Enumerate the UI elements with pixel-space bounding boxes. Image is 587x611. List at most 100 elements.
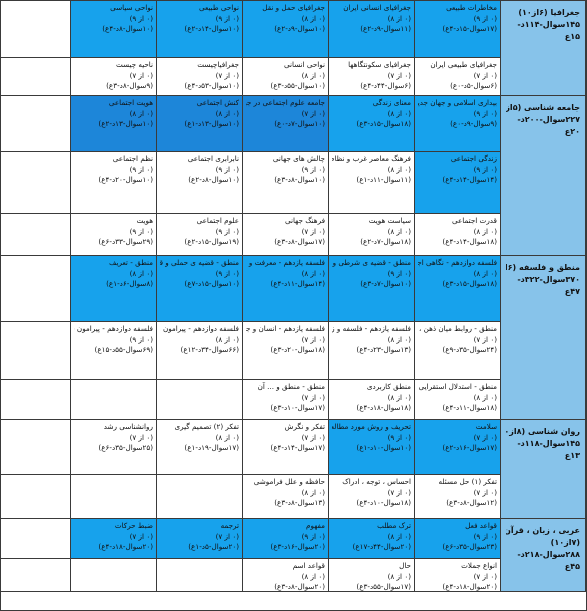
topic-line: (۹سوال-۸د-۳ع) xyxy=(106,81,153,90)
topic-cell[interactable]: تفکر (۲) تصمیم گیری (۰ از ۸) (۱۷سوال-۱۹د-۱… xyxy=(156,419,243,475)
topic-line: (۱۸سوال-۷د-۲ع) xyxy=(360,237,411,246)
topic-line: (۲۰سوال-۱۸د-۴ع) xyxy=(98,542,153,551)
topic-cell[interactable]: جغرافیای حمل و نقل (۰ از ۸) (۱۰سوال-۹د-۲ع) xyxy=(242,0,329,58)
topic-cell[interactable]: بیداری اسلامی و جهان جدید (۰ از ۹) (۹سوال-… xyxy=(414,95,501,152)
topic-cell[interactable]: چالش های جهانی (۰ از ۹) (۱۰سوال-۸د-۳ع) xyxy=(242,151,329,214)
topic-line: (۰ از ۸) xyxy=(387,334,411,344)
topic-cell[interactable]: جامعه علوم اجتماعی در جهان اسلام(۰ از ۷)… xyxy=(242,95,329,152)
topic-cell[interactable]: جغرافیاچیست (۰ از ۷) (۱۰سوال-۵۳د-۴ع) xyxy=(156,57,243,96)
topic-line: جغرافیای طبیعی ایران xyxy=(430,60,497,69)
topic-line: بیداری اسلامی و جهان جدید xyxy=(418,98,497,107)
topic-cell[interactable]: فلسفه یازدهم - معرفت و شناخت(۰ از ۸)(۱۴س… xyxy=(242,255,329,322)
topic-cell[interactable]: حال (۰ از ۸) (۱۷سوال-۵۵د-۳ع) xyxy=(328,558,415,592)
subject-header-line: ۲۸۸سوال-۲۱۸د- xyxy=(517,550,580,559)
topic-line: (۰ از ۹) xyxy=(473,108,497,118)
topic-cell[interactable]: مفهوم (۰ از ۹) (۲۰سوال-۱۶د-۳ع) xyxy=(242,518,329,559)
topic-cell[interactable]: روانشناسی رشد (۰ از ۷) (۲۵سوال-۳۵د-۶ع) xyxy=(70,419,157,475)
topic-cell[interactable]: معنای زندگی (۰ از ۸) (۱۸سوال-۱۵د-۳ع) xyxy=(328,95,415,152)
topic-cell[interactable]: نواحی انسانی (۰ از ۸) (۱۰سوال-۵۵د-۳ع) xyxy=(242,57,329,96)
subject-header[interactable]: روان شناسی (۸از۱۰) ۱۴۵سوال-۱۱۸د- ۱۳ع xyxy=(500,419,586,519)
topic-cell[interactable]: ترک مطلب (۰ از ۸) (۲۰سوال-۴۴د-۱۷ع) xyxy=(328,518,415,559)
topic-cell[interactable]: جغرافیای سکونتگاهها (۰ از ۷) (۶سوال-۴۴د-۴ع… xyxy=(328,57,415,96)
empty-cell xyxy=(0,321,71,380)
topic-cell[interactable]: جغرافیای انسانی ایران (۰ از ۸) (۱۱سوال-۹د-… xyxy=(328,0,415,58)
topic-line: منطق کاربردی xyxy=(366,382,411,391)
topic-line: (۰ از ۹) xyxy=(473,164,497,174)
topic-line: نواحی سیاسی xyxy=(110,3,153,12)
topic-cell[interactable]: سلامت (۰ از ۷) (۱۷سوال-۱۶د-۲ع) xyxy=(414,419,501,475)
subject-header[interactable]: جامعه شناسی (۵از۱۰) ۲۲۷سوال-۲۰۰د- ۲۰ع xyxy=(500,95,586,256)
topic-cell[interactable]: منطق - تعریف (۰ از ۸) (۸سوال-۶د-۱ع) xyxy=(70,255,157,322)
topic-cell[interactable]: احساس ، توجه ، ادراک (۰ از ۷) (۱۸سوال-۱۰د-… xyxy=(328,474,415,519)
topic-line: (۱۳سوال-۸د-۳ع) xyxy=(274,498,325,507)
topic-line: (۰ از ۷) xyxy=(301,392,325,402)
topic-cell[interactable]: تفکر (۱) حل مسئله (۰ از ۷) (۱۲سوال-۸د-۳ع) xyxy=(414,474,501,519)
topic-cell[interactable]: فلسفه یازدهم - فلسفه و زندگی آن(۰ از ۸)(… xyxy=(328,321,415,380)
topic-cell[interactable]: حافظه و علل فراموشی (۰ از ۸) (۱۳سوال-۸د-۳ع… xyxy=(242,474,329,519)
subject-header[interactable]: جغرافیا (۶از۱۰) ۱۴۵سوال-۱۱۴د- ۱۵ع xyxy=(500,0,586,96)
topic-cell[interactable]: نابرابری اجتماعی (۰ از ۹) (۱۰سوال-۸د-۲ع) xyxy=(156,151,243,214)
topic-cell[interactable]: جغرافیای طبیعی ایران (۰ از ۷) (۶سوال-۵د-۰ع… xyxy=(414,57,501,96)
topic-cell[interactable]: نظم اجتماعی (۰ از ۹) (۱۰سوال-۲۰د-۴ع) xyxy=(70,151,157,214)
subject-header[interactable]: عربی ، زبان ، قرآن (۷از۱۰) ۲۸۸سوال-۲۱۸د- ۴۵… xyxy=(500,518,586,592)
topic-line: (۰ از ۹) xyxy=(215,268,239,278)
topic-line: منطق - روابط میان ذهن ، زبان و خارج xyxy=(418,324,497,333)
topic-cell[interactable]: هویت (۰ از ۹) (۲۹سوال-۳۳د-۶ع) xyxy=(70,213,157,256)
topic-cell[interactable]: فلسفه دوازدهم - پیرامون خدا و عقل(۰ از ۹… xyxy=(70,321,157,380)
topic-cell[interactable]: نواحی طبیعی (۰ از ۹) (۱۰سوال-۱۴د-۲ع) xyxy=(156,0,243,58)
topic-cell[interactable]: انواع جملات (۰ از ۷) (۲۰سوال-۱۸د-۴ع) xyxy=(414,558,501,592)
subject-header[interactable]: منطق و فلسفه (۶از۱۰) ۳۷۰سوال-۳۲۲د- ۴۷ع xyxy=(500,255,586,420)
topic-line: تفکر (۲) تصمیم گیری xyxy=(174,422,239,431)
topic-line: قدرت اجتماعی xyxy=(452,216,497,225)
topic-line: هویت اجتماعی xyxy=(108,98,153,107)
topic-cell[interactable]: فرهنگ معاصر غرب و نظام نوین جهانی(۰ از ۸… xyxy=(328,151,415,214)
topic-cell[interactable]: فرهنگ جهانی (۰ از ۷) (۱۷سوال-۸د-۳ع) xyxy=(242,213,329,256)
topic-cell[interactable]: ضبط حرکات (۰ از ۷) (۲۰سوال-۱۸د-۴ع) xyxy=(70,518,157,559)
topic-line: منطق - تعریف xyxy=(109,258,153,267)
topic-line: فلسفه یازدهم - معرفت و شناخت xyxy=(246,258,325,267)
topic-cell[interactable]: تحریف و روش مورد مطالعه (۰ از ۹) (۱۰سوال-۱… xyxy=(328,419,415,475)
topic-cell[interactable]: منطق - روابط میان ذهن ، زبان و خارج(۰ از… xyxy=(414,321,501,380)
topic-cell[interactable]: منطق - استدلال استقرایی (۰ از ۸) (۱۸سوال-۱… xyxy=(414,379,501,420)
topic-line: (۰ از ۹) xyxy=(387,432,411,442)
topic-line: (۱۸سوال-۱۴د-۴ع) xyxy=(442,237,497,246)
topic-line: حال xyxy=(399,561,411,570)
topic-line: (۱۹سوال-۱۵د-۲ع) xyxy=(184,237,239,246)
topic-line: (۰ از ۸) xyxy=(387,13,411,23)
topic-cell[interactable]: تفکر و نگرش (۰ از ۷) (۱۷سوال-۱۴د-۴ع) xyxy=(242,419,329,475)
topic-cell[interactable]: منطق کاربردی (۰ از ۸) (۱۸سوال-۱۸د-۴ع) xyxy=(328,379,415,420)
topic-cell[interactable]: هویت اجتماعی (۰ از ۸) (۱۰سوال-۱۳د-۲ع) xyxy=(70,95,157,152)
topic-cell[interactable]: علوم اجتماعی (۰ از ۹) (۱۹سوال-۱۵د-۲ع) xyxy=(156,213,243,256)
topic-cell[interactable]: فلسفه دوازدهم - نگاهی اجمالی به سیر فلسف… xyxy=(414,255,501,322)
topic-line: (۱۰سوال-۵۵د-۳ع) xyxy=(270,81,325,90)
topic-cell[interactable]: نواحی سیاسی (۰ از ۹) (۱۰سوال-۸د-۴ع) xyxy=(70,0,157,58)
topic-line: (۱۰سوال-۵۳د-۴ع) xyxy=(184,81,239,90)
topic-line: تفکر (۱) حل مسئله xyxy=(438,477,497,486)
topic-cell[interactable]: منطق - قضیه ی حملی و قیاس اقترانی(۰ از ۹… xyxy=(156,255,243,322)
topic-line: (۰ از ۸) xyxy=(387,571,411,581)
topic-cell[interactable]: منطق - منطق و ... آن (۰ از ۷) (۱۷سوال-۱۰د-… xyxy=(242,379,329,420)
topic-cell[interactable]: فلسفه دوازدهم - پیرامون واقعیت و هستی(۰ … xyxy=(156,321,243,380)
topic-cell[interactable]: مخاطرات طبیعی (۰ از ۹) (۱۷سوال-۱۵د-۴ع) xyxy=(414,0,501,58)
empty-cell xyxy=(0,213,71,256)
topic-cell[interactable]: سیاست هویت (۰ از ۸) (۱۸سوال-۷د-۲ع) xyxy=(328,213,415,256)
topic-cell[interactable]: فلسفه یازدهم - انسان و جهان(۰ از ۷)(۱۸سو… xyxy=(242,321,329,380)
topic-cell[interactable]: قواعد فعل (۰ از ۹) (۲۳سوال-۳۵د-۶ع) xyxy=(414,518,501,559)
topic-line: (۰ از ۸) xyxy=(215,432,239,442)
topic-cell[interactable]: ترجمه (۰ از ۷) (۲۰سوال-۵د-۱ع) xyxy=(156,518,243,559)
topic-line: جغرافیای سکونتگاهها xyxy=(348,60,411,69)
topic-line: مخاطرات طبیعی xyxy=(446,3,497,12)
topic-cell[interactable]: قواعد اسم (۰ از ۸) (۲۰سوال-۸د-۳ع) xyxy=(242,558,329,592)
topic-cell[interactable]: زندگی اجتماعی (۰ از ۹) (۱۴سوال-۱۴د-۴ع) xyxy=(414,151,501,214)
topic-cell[interactable]: منطق - قضیه ی شرطی و قیاس استثنایی(۰ از … xyxy=(328,255,415,322)
empty-cell xyxy=(0,151,71,214)
topic-cell[interactable]: کنش اجتماعی (۰ از ۸) (۱۰سوال-۱۳د-۱ع) xyxy=(156,95,243,152)
topic-cell[interactable]: قدرت اجتماعی (۰ از ۸) (۱۸سوال-۱۴د-۴ع) xyxy=(414,213,501,256)
empty-cell xyxy=(70,474,157,519)
topic-line: (۰ از ۹) xyxy=(215,13,239,23)
topic-line: تفکر و نگرش xyxy=(284,422,325,431)
topic-cell[interactable]: ناحیه چیست (۰ از ۷) (۹سوال-۸د-۳ع) xyxy=(70,57,157,96)
topic-line: هویت xyxy=(136,216,153,225)
topic-line: (۱۸سوال-۱۰د-۴ع) xyxy=(356,498,411,507)
